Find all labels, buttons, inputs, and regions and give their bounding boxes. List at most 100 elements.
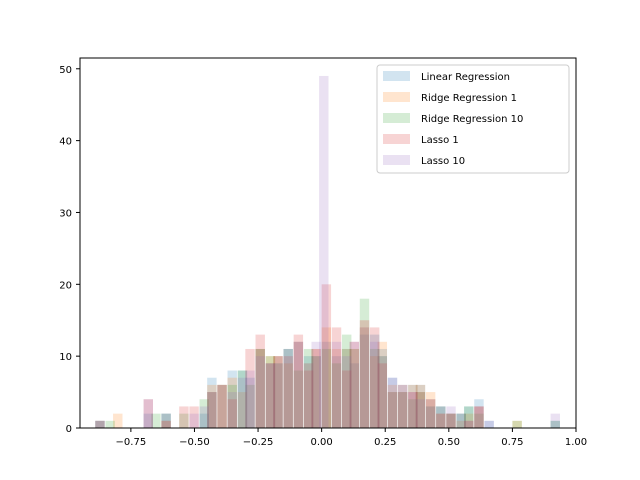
y-tick-label: 30 xyxy=(59,208,72,219)
series-0 xyxy=(95,334,560,428)
histogram-bar xyxy=(397,392,408,428)
y-tick-label: 20 xyxy=(59,280,72,291)
histogram-bar xyxy=(293,370,304,428)
histogram-bar xyxy=(293,341,304,428)
histogram-bar xyxy=(227,384,237,428)
histogram-bar xyxy=(161,413,171,428)
histogram-bar xyxy=(377,356,388,428)
histogram-bar xyxy=(255,348,265,428)
histogram-bar xyxy=(359,320,370,428)
histogram-bar xyxy=(321,348,332,428)
histogram-bar xyxy=(217,384,227,428)
histogram-bar xyxy=(474,413,484,428)
histogram-bar xyxy=(474,399,484,428)
histogram-bar xyxy=(237,370,248,428)
histogram-bar xyxy=(189,413,199,428)
histogram-bar xyxy=(283,348,293,428)
histogram-bar xyxy=(425,406,436,428)
histogram-bar xyxy=(341,356,352,428)
histogram-bar xyxy=(265,356,276,428)
histogram-bar xyxy=(273,363,283,428)
histogram-bar xyxy=(227,399,237,428)
histogram-bar xyxy=(359,327,370,428)
histogram-bar xyxy=(207,392,217,428)
histogram-bar xyxy=(550,420,560,428)
histogram-bar xyxy=(227,370,237,428)
histogram-bar xyxy=(446,413,456,428)
histogram-bar xyxy=(464,420,474,428)
histogram-bar xyxy=(273,356,283,428)
histogram-bar xyxy=(331,348,342,428)
histogram-bar xyxy=(227,377,237,428)
histogram-bar xyxy=(161,413,171,428)
histogram-bar xyxy=(446,413,456,428)
histogram-bar xyxy=(436,406,446,428)
histogram-bar xyxy=(341,370,352,428)
plot-frame xyxy=(79,57,577,429)
histogram-bar xyxy=(245,370,255,428)
legend-swatch xyxy=(383,113,410,123)
histogram-bar xyxy=(425,399,436,428)
histogram-bar xyxy=(321,284,332,428)
histogram-bar xyxy=(408,384,418,428)
histogram-bar xyxy=(265,363,276,428)
histogram-bar xyxy=(179,413,189,428)
x-tick-label: 1.00 xyxy=(565,437,587,448)
histogram-bar xyxy=(474,406,484,428)
histogram-bar xyxy=(273,356,283,428)
histogram-bar xyxy=(237,392,248,428)
histogram-bar xyxy=(311,341,321,428)
histogram-bar xyxy=(377,356,388,428)
histogram-bar xyxy=(311,348,321,428)
histogram-bar xyxy=(359,298,370,428)
legend-label: Ridge Regression 10 xyxy=(421,114,523,125)
histogram-bar xyxy=(408,392,418,428)
histogram-bar xyxy=(199,413,209,428)
histogram-bar xyxy=(397,392,408,428)
x-tick-label: 0.25 xyxy=(374,437,396,448)
histogram-bar xyxy=(377,363,388,428)
histogram-bar xyxy=(237,377,248,428)
series-2 xyxy=(95,298,560,428)
histogram-bar xyxy=(303,363,314,428)
histogram-bar xyxy=(151,413,161,428)
histogram-bar xyxy=(143,399,154,428)
histogram-bar xyxy=(331,363,342,428)
histogram-bar xyxy=(446,406,456,428)
histogram-bar xyxy=(512,420,522,428)
histogram-bar xyxy=(387,377,398,428)
histogram-bar xyxy=(369,348,380,428)
histogram-bar xyxy=(319,75,329,428)
x-axis: −0.75 −0.50 −0.25 0.00 0.25 0.50 0.75 1.00 xyxy=(116,428,587,448)
histogram-bar xyxy=(446,413,456,428)
legend-swatch xyxy=(383,155,410,165)
histogram-bars xyxy=(95,75,560,428)
histogram-bar xyxy=(265,363,276,428)
histogram-bar xyxy=(446,413,456,428)
legend-swatch xyxy=(383,71,410,81)
legend-swatch xyxy=(383,92,410,102)
histogram-bar xyxy=(415,392,426,428)
legend-box xyxy=(376,64,570,174)
histogram-bar xyxy=(464,420,474,428)
histogram-bar xyxy=(207,384,217,428)
histogram-bar xyxy=(550,420,560,428)
histogram-bar xyxy=(369,327,380,428)
histogram-bar xyxy=(415,384,426,428)
x-tick-label: −0.75 xyxy=(116,437,147,448)
histogram-bar xyxy=(303,370,314,428)
histogram-bar xyxy=(255,348,265,428)
histogram-bar xyxy=(161,413,171,428)
histogram-bar xyxy=(377,348,388,428)
x-tick-label: 0.75 xyxy=(501,437,523,448)
histogram-bar xyxy=(143,413,154,428)
histogram-bar xyxy=(341,334,352,428)
histogram-bar xyxy=(265,363,276,428)
histogram-bar xyxy=(105,420,115,428)
histogram-bar xyxy=(143,399,154,428)
histogram-bar xyxy=(456,413,466,428)
histogram-bar xyxy=(349,348,360,428)
histogram-bar xyxy=(397,384,408,428)
series-4 xyxy=(95,75,560,428)
